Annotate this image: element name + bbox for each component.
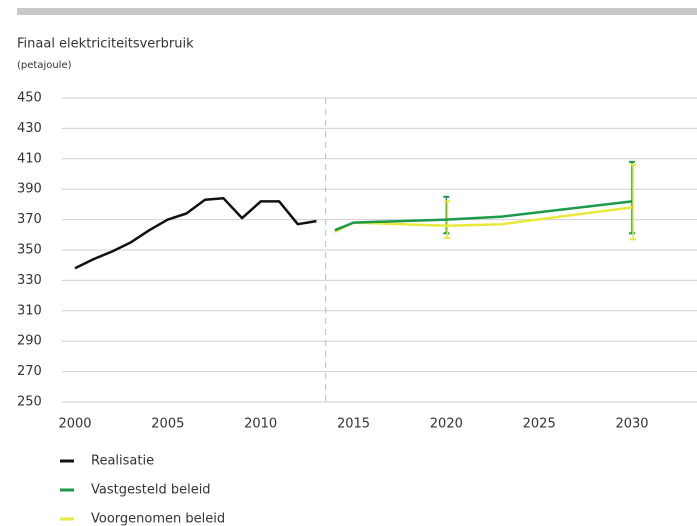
x-tick-label: 2005	[151, 417, 184, 432]
y-tick-label: 310	[17, 303, 42, 318]
chart-subtitle: (petajoule)	[17, 60, 72, 71]
y-tick-label: 450	[17, 91, 42, 106]
chart-title: Finaal elektriciteitsverbruik	[17, 37, 194, 52]
header-bar	[17, 8, 697, 15]
y-tick-label: 370	[17, 212, 42, 227]
series-line	[334, 200, 633, 232]
series-line	[74, 197, 317, 270]
x-tick-label: 2025	[523, 417, 556, 432]
y-tick-label: 350	[17, 243, 42, 258]
y-tick-label: 290	[17, 334, 42, 349]
x-tick-label: 2015	[337, 417, 370, 432]
y-tick-label: 390	[17, 182, 42, 197]
y-tick-label: 410	[17, 151, 42, 166]
legend-label: Voorgenomen beleid	[91, 512, 225, 526]
y-tick-label: 270	[17, 364, 42, 379]
legend-label: Realisatie	[91, 454, 154, 469]
x-tick-label: 2000	[58, 417, 91, 432]
x-tick-label: 2010	[244, 417, 277, 432]
x-tick-label: 2020	[430, 417, 463, 432]
y-tick-label: 250	[17, 395, 42, 410]
y-tick-label: 330	[17, 273, 42, 288]
y-tick-label: 430	[17, 121, 42, 136]
x-tick-label: 2030	[615, 417, 648, 432]
legend-label: Vastgesteld beleid	[91, 483, 211, 498]
